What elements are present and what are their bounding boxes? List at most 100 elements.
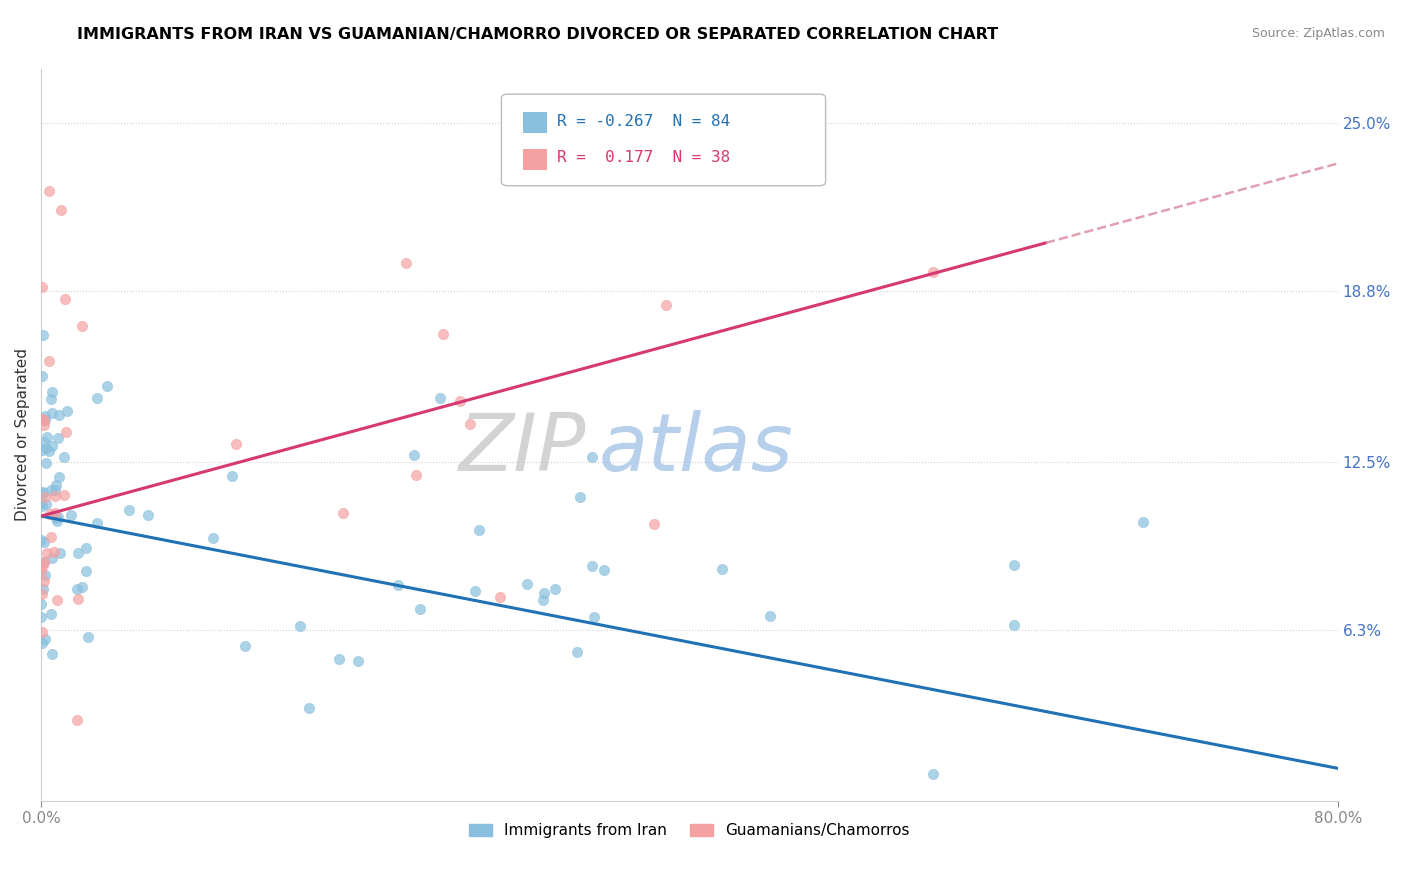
Point xyxy=(32,534,55,549)
Point xyxy=(1132,515,1154,529)
Point xyxy=(35,441,58,455)
Point xyxy=(31,369,53,384)
Text: ZIP: ZIP xyxy=(458,410,586,488)
Point xyxy=(533,586,555,600)
Point xyxy=(45,515,67,529)
Bar xyxy=(523,149,547,169)
Point xyxy=(32,413,55,427)
Point xyxy=(39,392,62,406)
Point xyxy=(70,319,93,334)
Point xyxy=(464,584,486,599)
Point xyxy=(409,601,432,615)
Point xyxy=(44,545,66,559)
Point xyxy=(710,562,733,576)
Point xyxy=(298,701,321,715)
Point xyxy=(136,508,159,522)
Point xyxy=(31,582,53,596)
Point xyxy=(75,564,97,578)
Point xyxy=(41,406,63,420)
Point xyxy=(404,448,426,462)
Point xyxy=(569,490,592,504)
Point xyxy=(1002,558,1025,573)
Legend: Immigrants from Iran, Guamanians/Chamorros: Immigrants from Iran, Guamanians/Chamorr… xyxy=(463,817,915,845)
Point xyxy=(31,279,53,293)
Point xyxy=(48,470,70,484)
Point xyxy=(46,431,69,445)
Point xyxy=(66,582,89,597)
Point xyxy=(48,409,70,423)
Point xyxy=(55,425,77,439)
Point xyxy=(41,647,63,661)
Point xyxy=(449,394,471,409)
Point xyxy=(55,292,77,306)
Point xyxy=(96,379,118,393)
Point xyxy=(429,391,451,405)
Point xyxy=(531,592,554,607)
Point xyxy=(35,546,58,560)
Point xyxy=(31,587,53,601)
Point xyxy=(202,531,225,545)
Point xyxy=(921,766,943,780)
Point xyxy=(35,497,58,511)
Point xyxy=(1002,617,1025,632)
Point xyxy=(328,652,350,666)
Point xyxy=(30,597,52,611)
Point xyxy=(31,411,53,425)
Point xyxy=(34,413,56,427)
Point xyxy=(32,574,55,589)
Point xyxy=(38,184,60,198)
Point xyxy=(67,546,90,560)
Point xyxy=(30,610,52,624)
Bar xyxy=(523,112,547,133)
Point xyxy=(30,564,52,578)
Text: IMMIGRANTS FROM IRAN VS GUAMANIAN/CHAMORRO DIVORCED OR SEPARATED CORRELATION CHA: IMMIGRANTS FROM IRAN VS GUAMANIAN/CHAMOR… xyxy=(77,27,998,42)
Point xyxy=(565,645,588,659)
Point xyxy=(49,202,72,217)
Point xyxy=(582,610,605,624)
Point xyxy=(34,555,56,569)
Point xyxy=(759,609,782,624)
Point xyxy=(60,508,83,522)
Point xyxy=(488,590,510,604)
Point xyxy=(31,533,53,548)
Point xyxy=(39,607,62,621)
Point xyxy=(233,639,256,653)
Point xyxy=(31,327,53,342)
Point xyxy=(49,546,72,560)
Point xyxy=(66,592,89,607)
Point xyxy=(395,256,418,270)
Point xyxy=(45,510,67,524)
Point xyxy=(516,577,538,591)
Point xyxy=(53,488,76,502)
Point xyxy=(31,636,53,650)
Point xyxy=(31,442,53,457)
Point xyxy=(34,568,56,582)
Point xyxy=(86,391,108,405)
Point xyxy=(86,516,108,530)
Point xyxy=(225,437,247,451)
Point xyxy=(332,507,354,521)
Point xyxy=(467,523,489,537)
Point xyxy=(30,496,52,510)
Point xyxy=(70,580,93,594)
Point xyxy=(41,385,63,400)
Point xyxy=(32,417,55,432)
Point xyxy=(75,541,97,556)
Text: atlas: atlas xyxy=(599,410,793,488)
Point xyxy=(44,489,66,503)
Point xyxy=(581,450,603,464)
Point xyxy=(35,430,58,444)
Point xyxy=(44,506,66,520)
Point xyxy=(56,404,79,418)
Point xyxy=(34,409,56,423)
Point xyxy=(544,582,567,596)
Point xyxy=(458,417,481,431)
Point xyxy=(34,490,56,504)
Point xyxy=(38,354,60,368)
Point xyxy=(34,632,56,646)
Point xyxy=(45,477,67,491)
Point xyxy=(46,592,69,607)
Point xyxy=(46,510,69,524)
Text: R = -0.267  N = 84: R = -0.267 N = 84 xyxy=(557,114,731,128)
Point xyxy=(32,555,55,569)
